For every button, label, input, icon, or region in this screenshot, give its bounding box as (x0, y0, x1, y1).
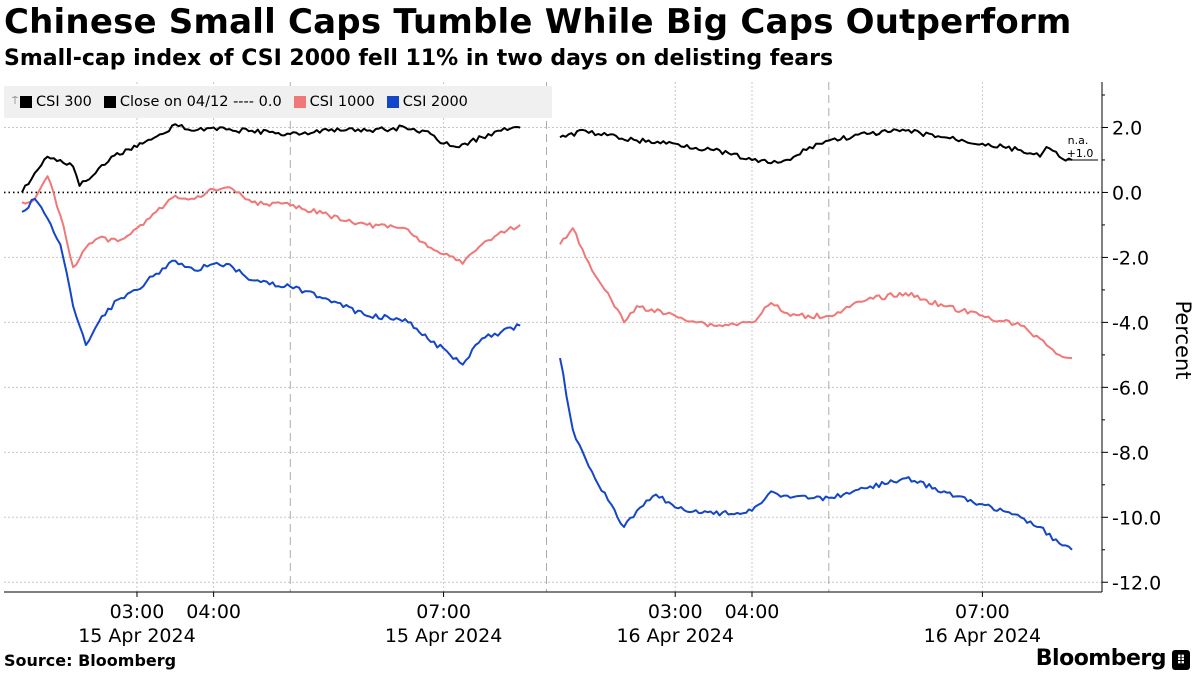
y-tick-label: -8.0 (1112, 442, 1149, 464)
legend-label-close: Close on 04/12 ---- 0.0 (119, 94, 282, 110)
x-tick-label: 03:00 (648, 601, 703, 623)
x-date-label: 16 Apr 2024 (924, 625, 1041, 647)
y-tick-label: -6.0 (1112, 377, 1149, 399)
x-tick-label: 04:00 (725, 601, 780, 623)
legend-item-close: Close on 04/12 ---- 0.0 (103, 94, 282, 110)
legend-swatch-csi300 (20, 96, 32, 108)
legend-item-csi300: ⍑ CSI 300 (12, 94, 92, 110)
legend: ⍑ CSI 300 Close on 04/12 ---- 0.0 CSI 10… (4, 86, 552, 118)
brand-logo: Bloomberg (1035, 646, 1167, 671)
series-line-csi2000 (559, 357, 1073, 551)
last-value-label: +1.0 (1067, 147, 1094, 160)
last-value-label: n.a. (1068, 134, 1089, 147)
y-tick-label: -2.0 (1112, 247, 1149, 269)
legend-item-csi1000: CSI 1000 (293, 94, 375, 110)
legend-swatch-csi2000 (386, 96, 399, 108)
legend-label-csi1000: CSI 1000 (309, 94, 375, 110)
pin-icon: ⍑ (12, 96, 18, 107)
series-line-csi300 (559, 128, 1073, 165)
y-tick-label: 0.0 (1112, 182, 1142, 204)
chart-subtitle: Small-cap index of CSI 2000 fell 11% in … (4, 46, 834, 71)
series-line-csi2000 (21, 197, 521, 366)
legend-label-csi300: CSI 300 (36, 94, 92, 110)
x-tick-label: 03:00 (110, 601, 165, 623)
x-date-label: 16 Apr 2024 (616, 625, 733, 647)
x-date-label: 15 Apr 2024 (78, 625, 195, 647)
bloomberg-icon: ⠿ (1172, 650, 1190, 670)
legend-swatch-csi1000 (293, 96, 306, 108)
chart-title: Chinese Small Caps Tumble While Big Caps… (4, 2, 1072, 42)
y-tick-label: -12.0 (1112, 572, 1161, 594)
y-tick-label: -10.0 (1112, 507, 1161, 529)
y-axis-label: Percent (1171, 300, 1195, 379)
y-tick-label: 2.0 (1112, 117, 1142, 139)
y-tick-label: -4.0 (1112, 312, 1149, 334)
source-note: Source: Bloomberg (4, 651, 177, 670)
x-tick-label: 04:00 (186, 601, 241, 623)
legend-label-csi2000: CSI 2000 (402, 94, 468, 110)
series-line-csi1000 (559, 227, 1073, 360)
series-line-csi300 (21, 123, 521, 193)
legend-swatch-close (103, 96, 116, 108)
series-line-csi1000 (21, 175, 521, 269)
x-tick-label: 07:00 (416, 601, 471, 623)
x-date-label: 15 Apr 2024 (385, 625, 502, 647)
legend-item-csi2000: CSI 2000 (386, 94, 468, 110)
x-tick-label: 07:00 (955, 601, 1010, 623)
